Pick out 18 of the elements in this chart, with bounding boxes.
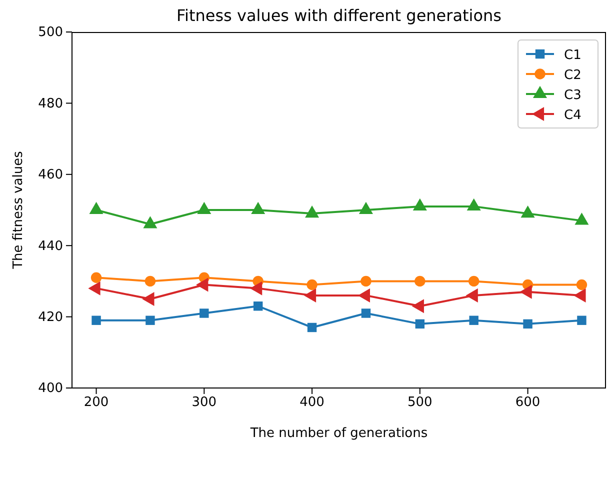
x-tick-label: 500 xyxy=(407,395,432,410)
y-tick-label: 420 xyxy=(38,310,63,325)
legend-label: C1 xyxy=(564,48,582,63)
x-tick-label: 300 xyxy=(192,395,217,410)
y-tick-label: 480 xyxy=(38,96,63,112)
y-axis-title: The fitness values xyxy=(11,150,26,270)
legend-label: C3 xyxy=(564,88,582,103)
x-tick-label: 400 xyxy=(300,395,324,410)
y-tick-label: 400 xyxy=(38,381,63,396)
x-tick-label: 600 xyxy=(515,395,540,410)
chart-title: Fitness values with different generations xyxy=(176,6,502,25)
y-tick-label: 500 xyxy=(38,25,63,40)
legend-label: C2 xyxy=(564,68,582,83)
legend-label: C4 xyxy=(564,108,582,123)
x-axis-title: The number of generations xyxy=(249,426,428,441)
y-tick-label: 460 xyxy=(38,168,63,183)
x-tick-label: 200 xyxy=(84,395,109,410)
y-tick-label: 440 xyxy=(38,238,63,254)
